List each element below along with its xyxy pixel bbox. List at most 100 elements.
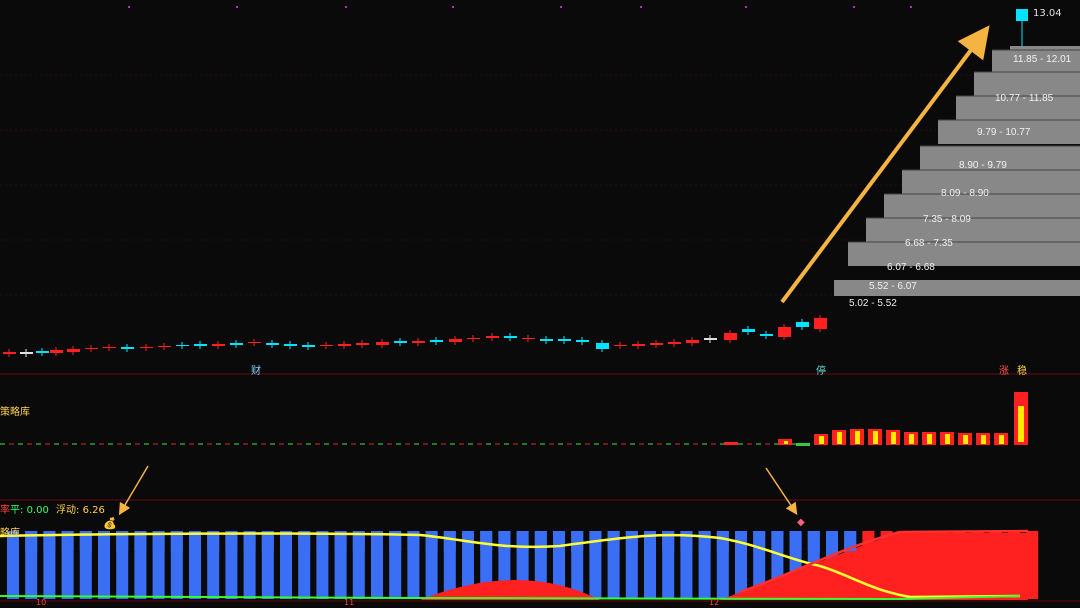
price-profile: 11.85 - 12.01 10.77 - 11.85 9.79 - 10.77 8.… bbox=[834, 46, 1080, 309]
candle-body bbox=[212, 344, 225, 346]
event-label-cai[interactable]: 财 bbox=[251, 366, 261, 377]
strategy-bar-inner bbox=[963, 435, 968, 444]
panel3-stat1-label: 平: bbox=[10, 505, 24, 516]
panel3-stat1-value: 0.00 bbox=[26, 505, 49, 516]
price-range-label: 6.07 - 6.68 bbox=[887, 262, 935, 273]
profile-bar bbox=[1010, 46, 1080, 50]
candle-body bbox=[596, 343, 609, 349]
indicator-column-top bbox=[170, 531, 183, 551]
indicator-column-top bbox=[625, 531, 638, 551]
candle-body bbox=[540, 339, 553, 341]
event-label-wen[interactable]: 稳 bbox=[1017, 366, 1027, 377]
profile-bar bbox=[866, 218, 1080, 242]
top-marker-dot bbox=[345, 6, 347, 8]
price-range-label: 8.90 - 9.79 bbox=[959, 160, 1007, 171]
price-range-label: 5.52 - 6.07 bbox=[869, 281, 917, 292]
candle-body bbox=[85, 348, 98, 349]
candle-body bbox=[686, 340, 699, 343]
indicator-column-top bbox=[189, 531, 201, 551]
indicator-column-top bbox=[134, 531, 147, 551]
indicator-line-red bbox=[739, 529, 1029, 594]
indicator-area bbox=[720, 533, 1028, 600]
indicator-column-top bbox=[443, 531, 456, 551]
indicator-column-top bbox=[771, 531, 784, 551]
profile-bar bbox=[992, 50, 1080, 72]
top-marker-dot bbox=[236, 6, 238, 8]
indicator-column-top bbox=[735, 531, 747, 551]
indicator-column-top bbox=[826, 531, 838, 551]
profile-bar bbox=[848, 242, 1080, 266]
panel3-stat2-value: 6.26 bbox=[82, 505, 105, 516]
candle-body bbox=[632, 344, 645, 346]
strategy-bar-inner bbox=[873, 431, 878, 444]
profile-bar bbox=[834, 280, 1080, 296]
candle-body bbox=[650, 343, 663, 345]
strategy-bar-inner bbox=[909, 434, 914, 444]
event-label-ting[interactable]: 停 bbox=[816, 366, 826, 377]
profile-bar bbox=[902, 170, 1080, 194]
indicator-column-top bbox=[607, 531, 620, 551]
event-label-zhang[interactable]: 涨 bbox=[999, 366, 1009, 377]
annotation-arrows bbox=[118, 25, 990, 516]
candle-body bbox=[724, 333, 737, 340]
candle-body bbox=[522, 338, 535, 339]
strategy-bar bbox=[796, 443, 810, 446]
candle-body bbox=[103, 347, 116, 348]
strategy-bar-inner bbox=[999, 435, 1004, 444]
candle-body bbox=[266, 343, 279, 345]
price-range-label: 9.79 - 10.77 bbox=[977, 127, 1031, 138]
pointer-arrow bbox=[765, 467, 798, 515]
top-marker-dot bbox=[910, 6, 912, 8]
top-marker-dot bbox=[640, 6, 642, 8]
indicator-column-top bbox=[480, 531, 493, 551]
indicator-column-top bbox=[243, 531, 256, 551]
indicator-column-top bbox=[152, 531, 165, 551]
candle-body bbox=[504, 336, 517, 338]
candle-body bbox=[614, 345, 627, 346]
strategy-bar-inner bbox=[1018, 406, 1024, 442]
gem-icon[interactable]: ◆ bbox=[797, 517, 805, 528]
indicator-area bbox=[420, 580, 600, 600]
peak-price-label: 13.04 bbox=[1033, 8, 1062, 19]
candle-body bbox=[140, 347, 153, 348]
profile-bar bbox=[974, 72, 1080, 96]
candle-body bbox=[704, 338, 717, 340]
candle-body bbox=[121, 347, 134, 349]
indicator-column-top bbox=[298, 531, 311, 551]
candle-body bbox=[158, 346, 171, 347]
candle-body bbox=[50, 350, 63, 353]
candle-body bbox=[36, 351, 49, 353]
indicator-column-top bbox=[261, 531, 274, 551]
candle-body bbox=[320, 345, 333, 346]
candle-body bbox=[376, 342, 389, 345]
candle-body bbox=[760, 334, 773, 336]
candle-body bbox=[430, 340, 443, 342]
candle-body bbox=[230, 343, 243, 345]
candle-body bbox=[356, 343, 369, 345]
candle-body bbox=[284, 344, 297, 346]
candle-body bbox=[467, 338, 480, 339]
candle-body bbox=[394, 341, 407, 343]
top-marker-dot bbox=[128, 6, 130, 8]
candle-body bbox=[67, 349, 80, 352]
candle-body bbox=[302, 345, 315, 347]
panel3-stat2-label: 浮动: bbox=[56, 505, 80, 516]
indicator-column-top bbox=[644, 531, 656, 551]
axis-tick-2: 11 bbox=[344, 598, 355, 607]
indicator-column-top bbox=[571, 531, 584, 551]
candle-body bbox=[248, 342, 261, 343]
panel3-partial-label: 率 bbox=[0, 505, 10, 516]
panel3-stats: 率平: 0.00 浮动: 6.26 bbox=[0, 501, 105, 516]
indicator-column-top bbox=[371, 531, 383, 551]
moneybag-icon[interactable]: 💰 bbox=[103, 517, 117, 530]
candle-body bbox=[576, 340, 589, 342]
profile-bar bbox=[884, 194, 1080, 218]
indicator-column-top bbox=[807, 531, 820, 551]
profile-bar bbox=[956, 96, 1080, 120]
strategy-bar-inner bbox=[891, 432, 896, 444]
top-marker-dot bbox=[853, 6, 855, 8]
peak-marker bbox=[1016, 9, 1028, 21]
axis-tick-1: 10 bbox=[36, 598, 47, 607]
indicator-column-top bbox=[79, 531, 92, 551]
candle-body bbox=[668, 342, 681, 344]
